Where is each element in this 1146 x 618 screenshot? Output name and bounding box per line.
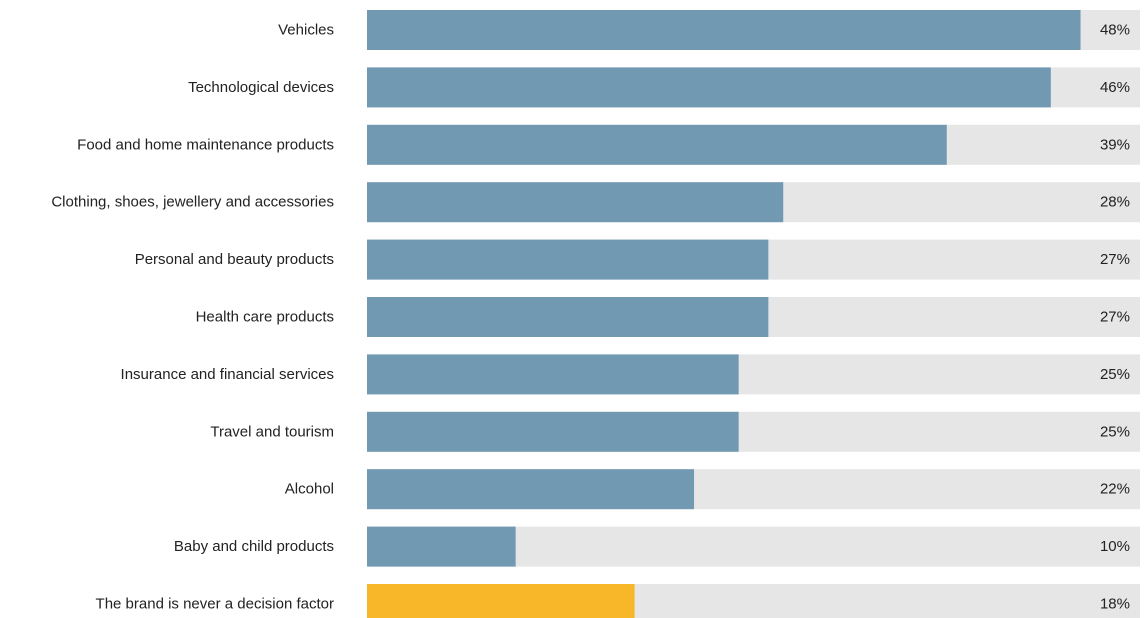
bar xyxy=(367,239,769,280)
value-label: 46% xyxy=(1100,79,1130,96)
value-label: 18% xyxy=(1100,596,1130,613)
category-label: Clothing, shoes, jewellery and accessori… xyxy=(51,194,334,211)
value-label: 27% xyxy=(1100,309,1130,326)
category-label: Insurance and financial services xyxy=(121,366,334,383)
bar xyxy=(367,10,1081,50)
value-label: 25% xyxy=(1100,366,1130,383)
category-label: Vehicles xyxy=(278,22,334,39)
value-label: 25% xyxy=(1100,423,1130,440)
value-label: 10% xyxy=(1100,538,1130,555)
bar xyxy=(367,182,784,223)
bar xyxy=(367,67,1051,108)
bar xyxy=(367,354,739,395)
bar xyxy=(367,411,739,452)
bar xyxy=(367,526,516,567)
category-label: Baby and child products xyxy=(174,538,334,555)
value-label: 48% xyxy=(1100,22,1130,39)
bar xyxy=(367,584,635,618)
category-label: Travel and tourism xyxy=(210,423,334,440)
bar xyxy=(367,297,769,337)
category-label: Personal and beauty products xyxy=(135,251,334,268)
value-label: 28% xyxy=(1100,194,1130,211)
category-label: Health care products xyxy=(196,309,334,326)
category-label: Alcohol xyxy=(285,481,334,498)
category-label: Food and home maintenance products xyxy=(77,136,334,153)
value-label: 39% xyxy=(1100,136,1130,153)
bar xyxy=(367,124,947,165)
category-label: The brand is never a decision factor xyxy=(96,596,334,613)
value-label: 27% xyxy=(1100,251,1130,268)
category-label: Technological devices xyxy=(188,79,334,96)
bar xyxy=(367,469,695,510)
value-label: 22% xyxy=(1100,481,1130,498)
